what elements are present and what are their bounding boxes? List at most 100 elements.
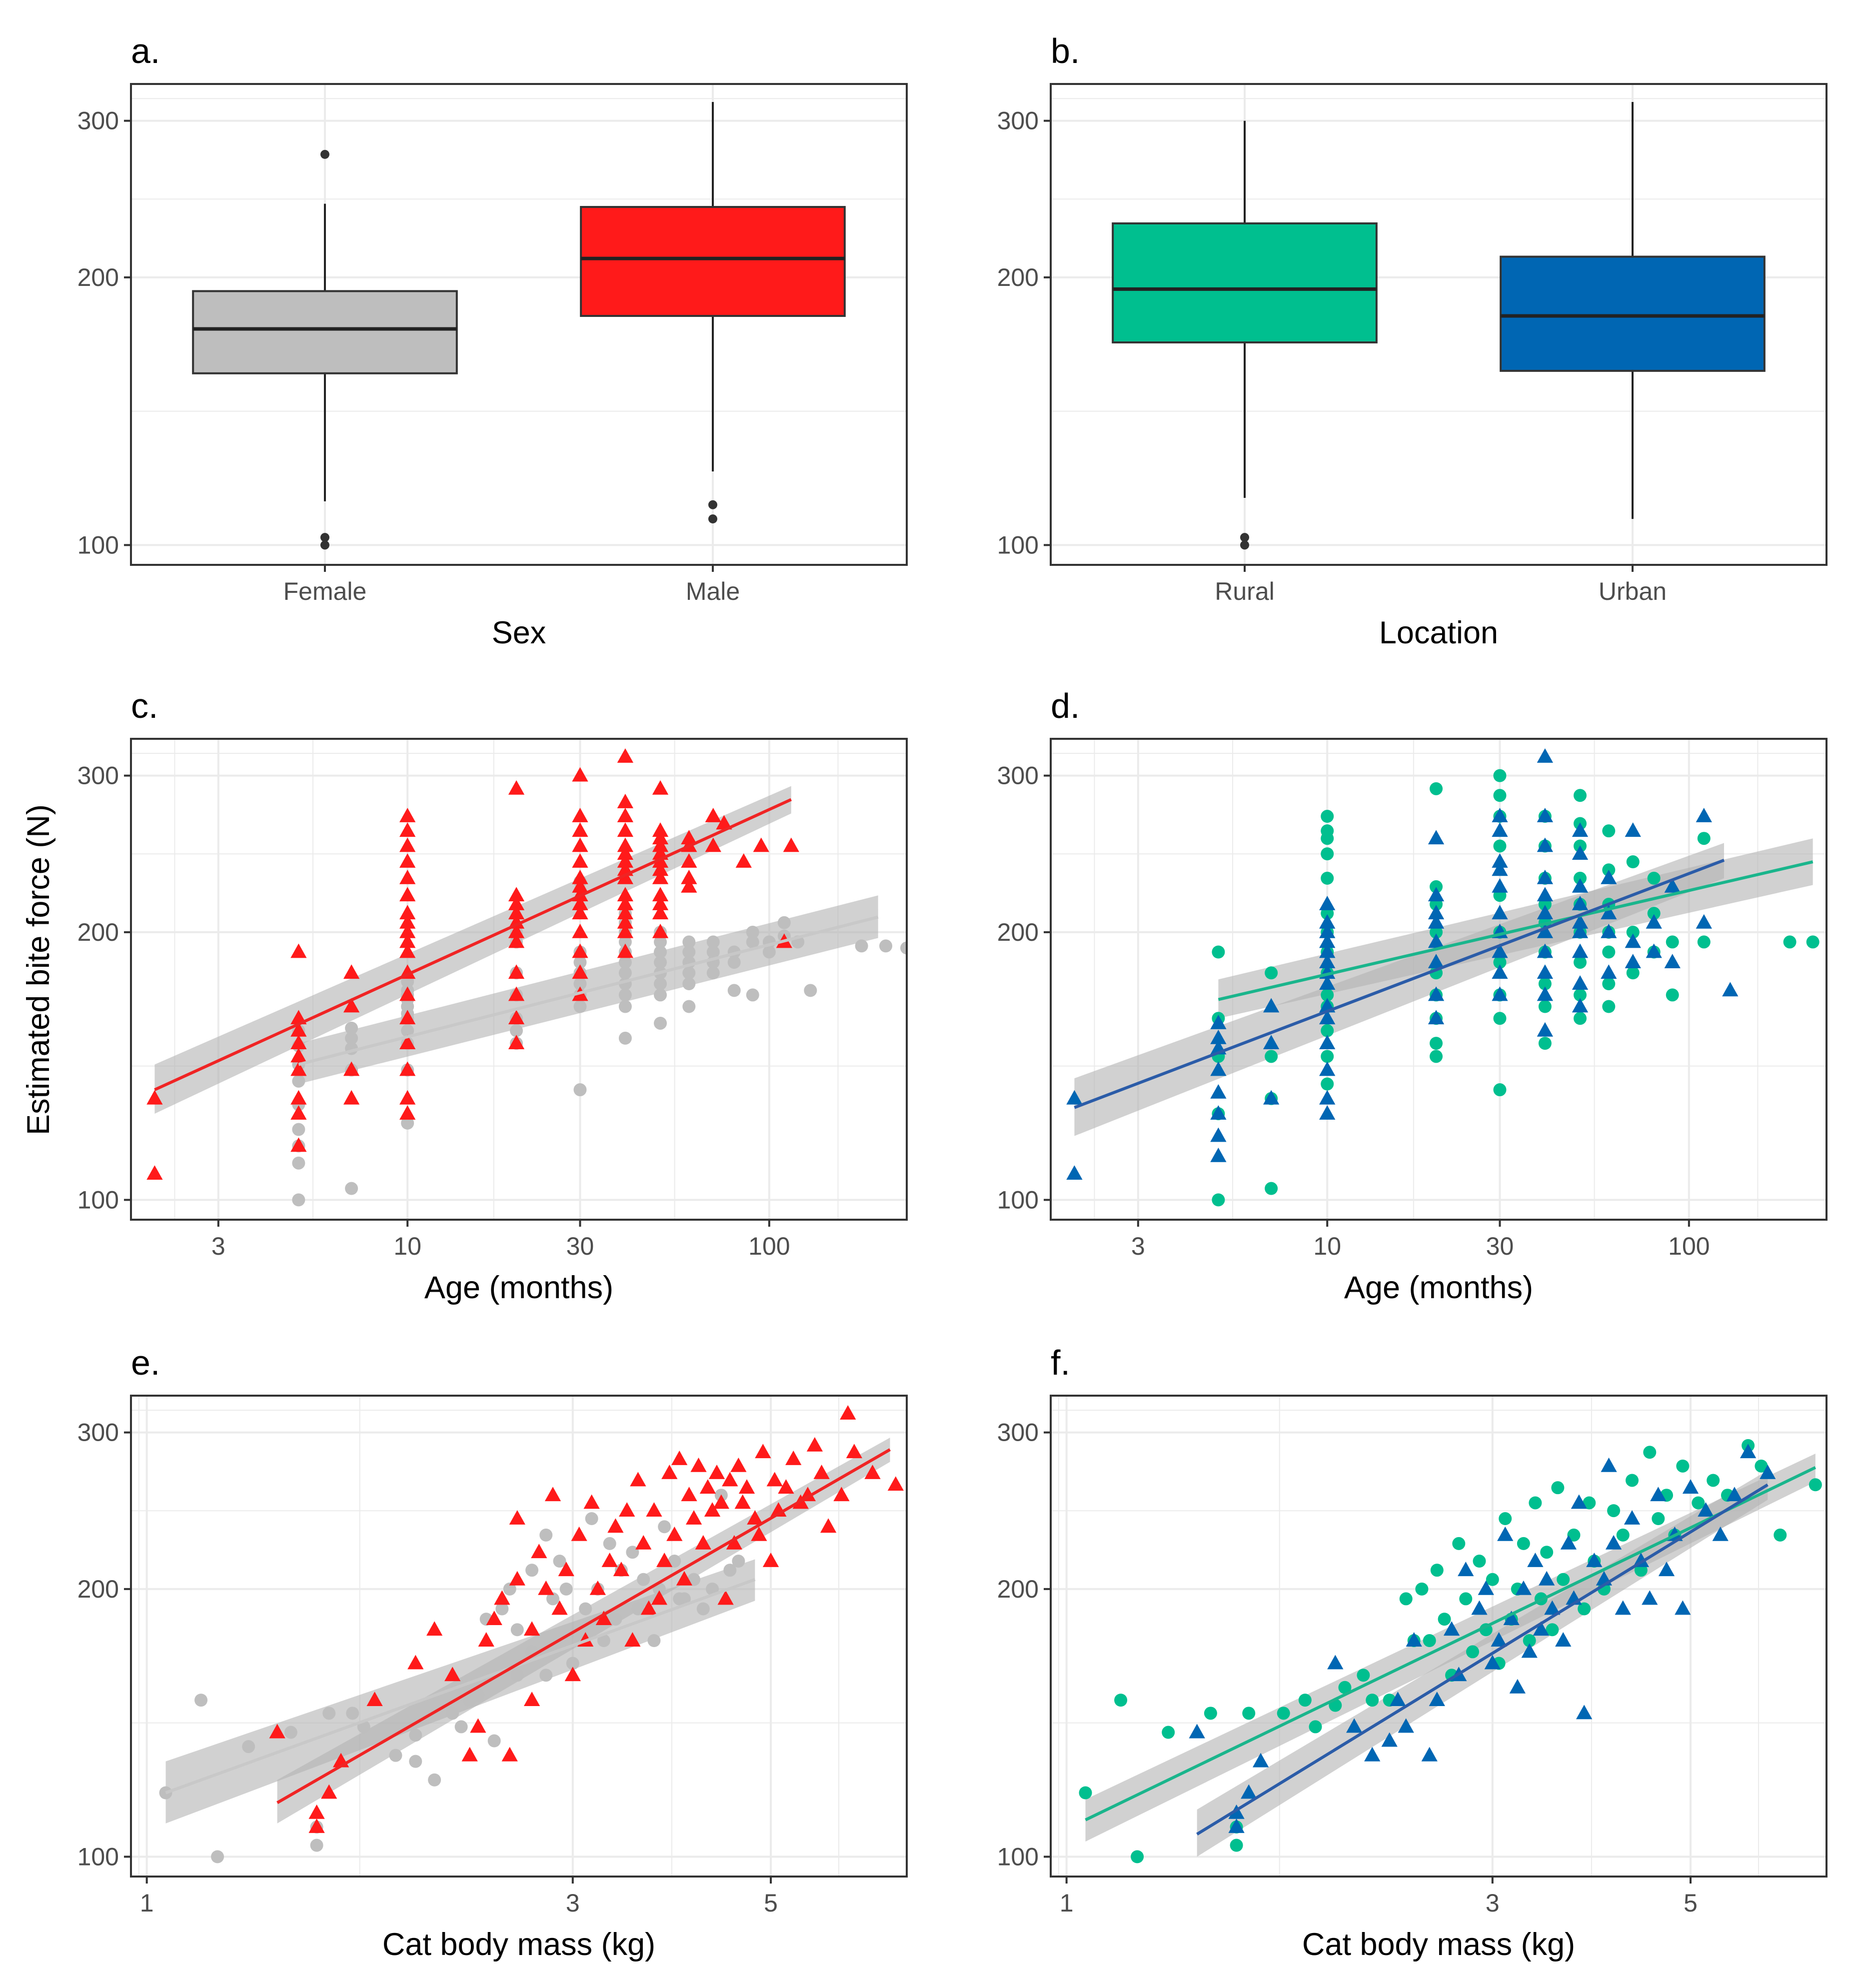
point-rural — [1567, 1528, 1581, 1542]
point-urban — [1364, 1747, 1381, 1762]
point-female — [539, 1669, 553, 1682]
x-tick-label: 5 — [1684, 1889, 1698, 1917]
point-female — [682, 977, 696, 991]
x-tick-label: 3 — [1131, 1232, 1145, 1260]
point-urban — [1263, 1035, 1280, 1050]
point-rural — [1523, 1634, 1536, 1648]
point-male — [840, 1405, 856, 1420]
point-rural — [1647, 871, 1661, 885]
point-male — [652, 830, 669, 845]
point-male — [572, 869, 588, 884]
point-male — [601, 1553, 618, 1567]
point-female — [401, 1024, 414, 1037]
y-tick-label: 300 — [77, 107, 119, 135]
x-tick-label: 100 — [1668, 1232, 1710, 1260]
point-urban — [1696, 808, 1712, 822]
outlier-point — [320, 533, 329, 542]
y-tick-label: 100 — [77, 531, 119, 559]
point-urban — [1537, 905, 1554, 920]
fit-line-urban — [1196, 1483, 1769, 1836]
point-male — [617, 896, 634, 910]
point-female — [637, 1573, 650, 1586]
point-male — [538, 1580, 554, 1595]
y-tick-label: 100 — [997, 531, 1039, 559]
point-urban — [1327, 1655, 1344, 1670]
point-urban — [1624, 1510, 1641, 1525]
point-rural — [1647, 907, 1661, 920]
point-urban — [1210, 1127, 1227, 1142]
point-urban — [1572, 896, 1589, 910]
x-tick-label: 5 — [764, 1889, 778, 1917]
point-urban — [1625, 822, 1641, 837]
point-male — [613, 1562, 630, 1577]
point-male — [676, 1571, 693, 1586]
point-male — [508, 964, 525, 979]
point-rural — [1459, 1592, 1473, 1606]
point-male — [681, 853, 697, 868]
point-female — [746, 935, 759, 949]
x-axis-title: Cat body mass (kg) — [1302, 1927, 1575, 1962]
point-female — [579, 1602, 592, 1616]
point-male — [753, 837, 769, 852]
point-rural — [1430, 925, 1443, 939]
point-urban — [1189, 1724, 1205, 1739]
point-urban — [1572, 914, 1589, 929]
point-female — [428, 1773, 441, 1787]
point-rural — [1602, 945, 1616, 959]
point-male — [617, 923, 634, 938]
point-urban — [1428, 887, 1445, 902]
point-male — [652, 905, 669, 920]
point-rural — [1517, 1537, 1530, 1550]
point-urban — [1066, 1165, 1083, 1180]
point-male — [617, 837, 634, 852]
point-urban — [1210, 1029, 1227, 1044]
point-female — [900, 941, 907, 955]
point-male — [887, 1476, 904, 1491]
point-male — [366, 1692, 383, 1707]
point-female — [696, 1602, 710, 1616]
point-male — [308, 1818, 325, 1833]
point-male — [290, 1061, 307, 1076]
fit-line-male — [276, 1448, 891, 1804]
point-urban — [1398, 1718, 1414, 1733]
point-urban — [1571, 1494, 1588, 1509]
point-male — [806, 1437, 823, 1452]
point-rural — [1493, 1083, 1507, 1097]
point-rural — [1643, 1446, 1657, 1459]
point-male — [705, 808, 721, 822]
point-male — [652, 887, 669, 902]
point-male — [399, 822, 416, 837]
ribbon-male — [277, 1438, 890, 1824]
point-male — [646, 1502, 662, 1517]
point-male — [508, 905, 525, 920]
point-rural — [1707, 1474, 1720, 1487]
point-female — [284, 1726, 297, 1739]
point-male — [666, 1526, 683, 1541]
point-rural — [1574, 988, 1587, 1002]
point-female — [654, 1016, 667, 1030]
point-male — [690, 1457, 707, 1472]
shared-ylabel: Estimated bite force (N) — [21, 804, 56, 1135]
point-male — [290, 1022, 307, 1037]
point-urban — [1601, 869, 1617, 884]
point-urban — [1428, 954, 1445, 969]
y-tick-label: 300 — [997, 1419, 1039, 1447]
point-urban — [1572, 822, 1589, 837]
outlier-point — [708, 514, 717, 524]
point-rural — [1473, 1555, 1486, 1568]
y-tick-label: 300 — [77, 1419, 119, 1447]
point-female — [573, 977, 587, 991]
x-axis-title: Location — [1379, 615, 1498, 650]
fit-line-rural — [1085, 1466, 1817, 1822]
point-male — [617, 822, 634, 837]
point-urban — [1492, 986, 1508, 1001]
point-urban — [1471, 1600, 1488, 1615]
point-male — [508, 1010, 525, 1025]
point-male — [695, 1535, 711, 1550]
x-tick-label: 1 — [1060, 1889, 1074, 1917]
plot-area — [1051, 84, 1827, 565]
point-male — [833, 1487, 850, 1502]
x-tick-label: Female — [283, 577, 367, 605]
point-male — [407, 1655, 424, 1670]
point-urban — [1537, 887, 1554, 902]
